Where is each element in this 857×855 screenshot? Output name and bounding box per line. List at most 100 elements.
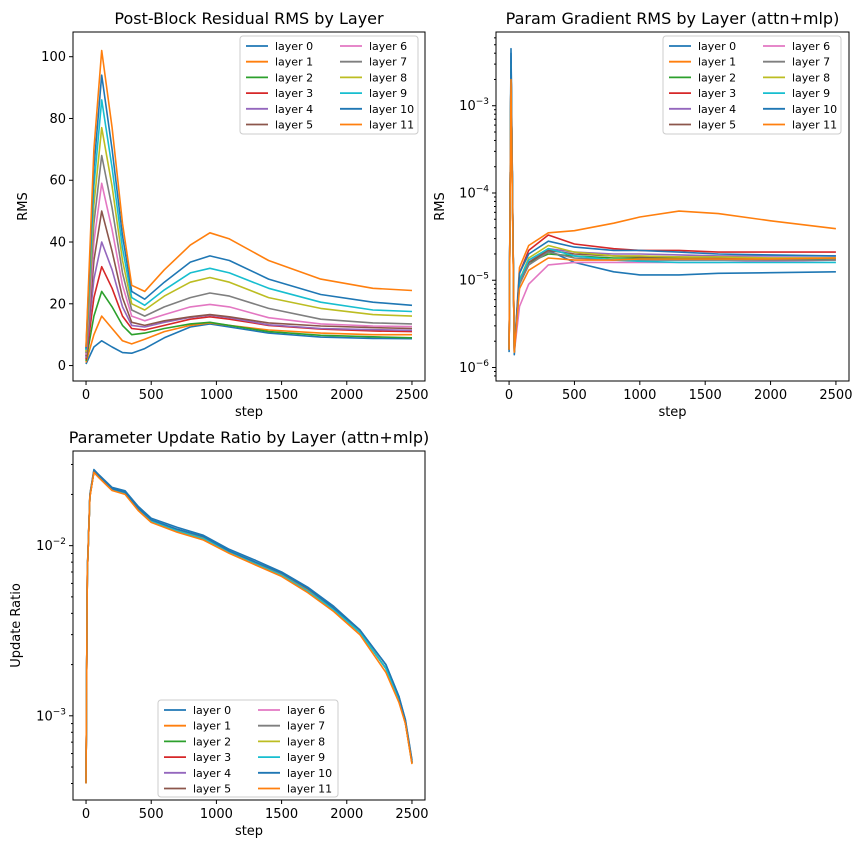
legend-box <box>239 35 419 135</box>
chart-title: Param Gradient RMS by Layer (attn+mlp) <box>506 9 840 28</box>
legend-label: layer 0 <box>275 40 313 53</box>
series-line-layer-9 <box>85 99 413 351</box>
chart-title: Parameter Update Ratio by Layer (attn+ml… <box>69 428 430 447</box>
x-tick-label: 500 <box>139 807 164 822</box>
legend-label: layer 4 <box>275 103 313 116</box>
series-line-layer-11 <box>508 78 836 353</box>
x-tick-label: 0 <box>505 388 513 403</box>
y-tick-label: 10−6 <box>459 359 489 376</box>
x-tick-label: 2500 <box>395 807 428 822</box>
y-tick-label: 60 <box>49 174 66 189</box>
axes-frame <box>72 31 426 382</box>
legend-label: layer 9 <box>369 87 407 100</box>
y-tick-label: 10−2 <box>36 537 66 554</box>
legend-label: layer 2 <box>698 71 736 84</box>
legend-label: layer 4 <box>698 103 736 116</box>
y-tick-label: 80 <box>49 112 66 127</box>
legend-label: layer 10 <box>369 103 414 116</box>
legend-label: layer 0 <box>698 40 736 53</box>
legend-label: layer 3 <box>275 87 313 100</box>
x-tick-label: 2000 <box>330 388 363 403</box>
legend-label: layer 11 <box>287 783 332 796</box>
series-line-layer-11 <box>85 471 413 784</box>
legend-box <box>662 35 842 135</box>
legend-label: layer 6 <box>369 40 407 53</box>
legend-label: layer 7 <box>792 56 830 69</box>
legend-label: layer 5 <box>275 119 313 132</box>
y-tick-label: 10−5 <box>459 272 489 289</box>
y-axis-label: RMS <box>16 192 31 221</box>
legend-label: layer 8 <box>287 735 325 748</box>
series-line-layer-1 <box>85 315 412 363</box>
legend-label: layer 5 <box>698 119 736 132</box>
x-tick-label: 1000 <box>200 807 233 822</box>
y-tick-label: 10−3 <box>36 707 66 724</box>
series-line-layer-2 <box>85 290 413 362</box>
chart-panel-1: 0 500 1000 1500 2000 2500 0 20 40 60 80 100 Post-Blo… <box>16 9 429 420</box>
y-tick-label: 10−3 <box>459 97 489 114</box>
x-axis-label: step <box>235 824 263 839</box>
legend: layer 0 layer 1 layer 2 layer 3 layer 4 layer… <box>662 35 842 135</box>
legend-label: layer 0 <box>193 704 231 717</box>
legend-label: layer 3 <box>698 87 736 100</box>
series-group <box>508 47 836 356</box>
x-tick-label: 2000 <box>330 807 363 822</box>
legend-label: layer 2 <box>193 735 231 748</box>
legend-label: layer 11 <box>369 119 414 132</box>
x-tick-label: 2500 <box>395 388 428 403</box>
series-line-layer-0 <box>85 323 413 365</box>
legend-label: layer 4 <box>193 767 231 780</box>
legend-label: layer 1 <box>193 720 231 733</box>
legend-label: layer 5 <box>193 783 231 796</box>
x-tick-label: 1500 <box>689 388 722 403</box>
x-tick-label: 1500 <box>265 388 298 403</box>
x-tick-label: 500 <box>562 388 587 403</box>
legend-label: layer 10 <box>287 767 332 780</box>
series-group <box>85 468 413 784</box>
legend-label: layer 1 <box>698 56 736 69</box>
legend-label: layer 1 <box>275 56 313 69</box>
y-tick-label: 10−4 <box>459 184 489 201</box>
x-tick-label: 2000 <box>754 388 787 403</box>
y-tick-label: 0 <box>58 359 66 374</box>
chart-panel-2: 0 500 1000 1500 2000 2500 10−6 10−5 10−4 10−3 Para… <box>433 9 852 420</box>
x-tick-label: 2500 <box>819 388 852 403</box>
chart-title: Post-Block Residual RMS by Layer <box>114 9 384 28</box>
series-line-layer-5 <box>85 210 413 357</box>
x-tick-label: 1000 <box>200 388 233 403</box>
series-line-layer-7 <box>85 154 413 354</box>
legend-label: layer 7 <box>369 56 407 69</box>
legend-label: layer 3 <box>193 751 231 764</box>
legend-label: layer 11 <box>792 119 837 132</box>
y-tick-label: 40 <box>49 236 66 251</box>
series-line-layer-6 <box>85 182 413 355</box>
x-tick-label: 0 <box>82 807 90 822</box>
chart-panel-3: 0 500 1000 1500 2000 2500 10−3 10−2 Parameter Up… <box>9 428 429 839</box>
series-line-layer-10 <box>85 74 413 349</box>
legend-box <box>157 699 339 798</box>
x-tick-label: 1000 <box>623 388 656 403</box>
legend-label: layer 9 <box>792 87 830 100</box>
legend-label: layer 8 <box>792 71 830 84</box>
y-axis-label: Update Ratio <box>9 583 24 668</box>
x-tick-label: 500 <box>139 388 164 403</box>
legend-label: layer 10 <box>792 103 837 116</box>
legend-label: layer 6 <box>792 40 830 53</box>
legend-label: layer 8 <box>369 71 407 84</box>
y-tick-label: 100 <box>41 50 66 65</box>
series-line-layer-11 <box>85 49 413 348</box>
legend-label: layer 2 <box>275 71 313 84</box>
x-tick-label: 1500 <box>265 807 298 822</box>
legend: layer 0 layer 1 layer 2 layer 3 layer 4 layer… <box>239 35 419 135</box>
series-group <box>85 49 413 365</box>
series-line-layer-10 <box>85 469 413 784</box>
x-axis-label: step <box>235 405 263 420</box>
legend: layer 0 layer 1 layer 2 layer 3 layer 4 layer… <box>157 699 339 798</box>
legend-label: layer 6 <box>287 704 325 717</box>
y-tick-label: 20 <box>49 297 66 312</box>
y-axis-label: RMS <box>433 192 448 221</box>
axes-frame <box>72 450 426 801</box>
series-line-layer-8 <box>85 126 413 352</box>
legend-label: layer 9 <box>287 751 325 764</box>
